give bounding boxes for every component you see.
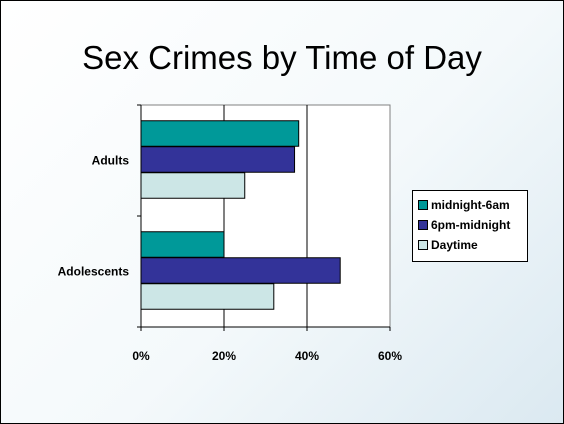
- category-label: Adolescents: [58, 265, 130, 279]
- bar-Daytime-adolescents: [140, 283, 275, 310]
- bar-Daytime-adults: [140, 172, 246, 199]
- legend-label: midnight-6am: [431, 198, 510, 212]
- x-tick-label: 40%: [295, 349, 319, 363]
- legend-item: midnight-6am: [418, 195, 527, 215]
- bar-midnight-6am-adults: [140, 120, 300, 147]
- legend-swatch: [418, 220, 428, 230]
- slide-title: Sex Crimes by Time of Day: [82, 39, 482, 76]
- legend-label: Daytime: [431, 238, 478, 252]
- bar-6pm-midnight-adolescents: [140, 257, 341, 284]
- legend: midnight-6am 6pm-midnight Daytime: [412, 190, 528, 262]
- x-tick-label: 60%: [378, 349, 402, 363]
- legend-item: Daytime: [418, 235, 527, 255]
- x-tick-label: 20%: [212, 349, 236, 363]
- legend-item: 6pm-midnight: [418, 215, 527, 235]
- bar-6pm-midnight-adults: [140, 146, 296, 173]
- x-tick-label: 0%: [132, 349, 150, 363]
- legend-label: 6pm-midnight: [431, 218, 511, 232]
- legend-swatch: [418, 200, 428, 210]
- bar-midnight-6am-adolescents: [140, 231, 225, 258]
- category-label: Adults: [92, 154, 130, 168]
- legend-swatch: [418, 240, 428, 250]
